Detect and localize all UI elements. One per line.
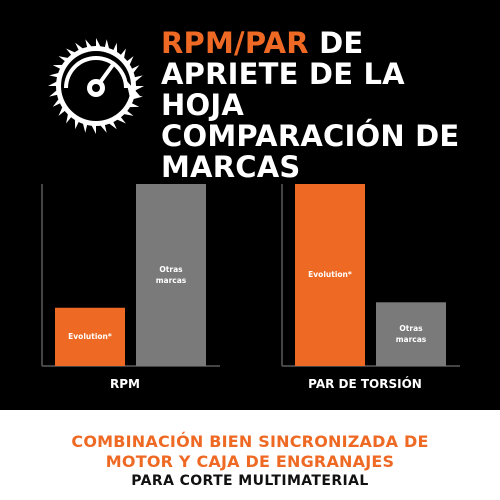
rpm-chart: Evolution* Otras marcas	[30, 178, 220, 368]
bar-data-label: marcas	[396, 335, 427, 344]
saw-tooth	[99, 124, 107, 133]
footer-line-1: COMBINACIÓN BIEN SINCRONIZADA DE	[71, 432, 429, 451]
rpm-axis-label: RPM	[110, 377, 140, 391]
footer-line-2: MOTOR Y CAJA DE ENGRANAJES	[105, 452, 395, 471]
torque-axis-label: PAR DE TORSIÓN	[308, 377, 422, 391]
page-title: RPM/PAR DE APRIETE DE LA HOJA COMPARACIÓ…	[161, 28, 491, 183]
saw-blade-gauge-icon	[46, 36, 146, 136]
bar-otras-marcas	[136, 184, 206, 366]
footer-line-3: PARA CORTE MULTIMATERIAL	[131, 473, 369, 489]
saw-tooth	[49, 89, 58, 97]
saw-tooth	[91, 124, 96, 134]
bar-otras-marcas	[376, 302, 446, 366]
bar-evolution	[295, 184, 365, 366]
saw-tooth	[49, 72, 60, 78]
bar-data-label: Evolution*	[68, 332, 112, 341]
saw-tooth	[96, 38, 101, 48]
torque-chart-svg: Evolution* Otras marcas	[281, 184, 460, 367]
bar-data-label: marcas	[156, 276, 187, 285]
footer-banner: COMBINACIÓN BIEN SINCRONIZADA DE MOTOR Y…	[0, 410, 500, 500]
bar-data-label: Evolution*	[308, 270, 352, 279]
title-rest: DE APRIETE DE LA HOJA COMPARACIÓN DE MAR…	[161, 26, 460, 184]
saw-tooth	[85, 39, 93, 48]
saw-tooth	[134, 75, 143, 83]
saw-tooth	[134, 86, 144, 91]
bar-evolution	[55, 307, 125, 366]
title-highlight: RPM/PAR	[161, 26, 309, 60]
saw-tooth	[48, 81, 58, 86]
bar-data-label: Otras	[159, 265, 183, 274]
saw-tooth	[104, 39, 110, 50]
saw-tooth	[82, 122, 88, 133]
torque-chart: Evolution* Otras marcas	[270, 178, 460, 368]
rpm-chart-svg: Evolution* Otras marcas	[41, 184, 220, 367]
bar-data-label: Otras	[399, 324, 423, 333]
